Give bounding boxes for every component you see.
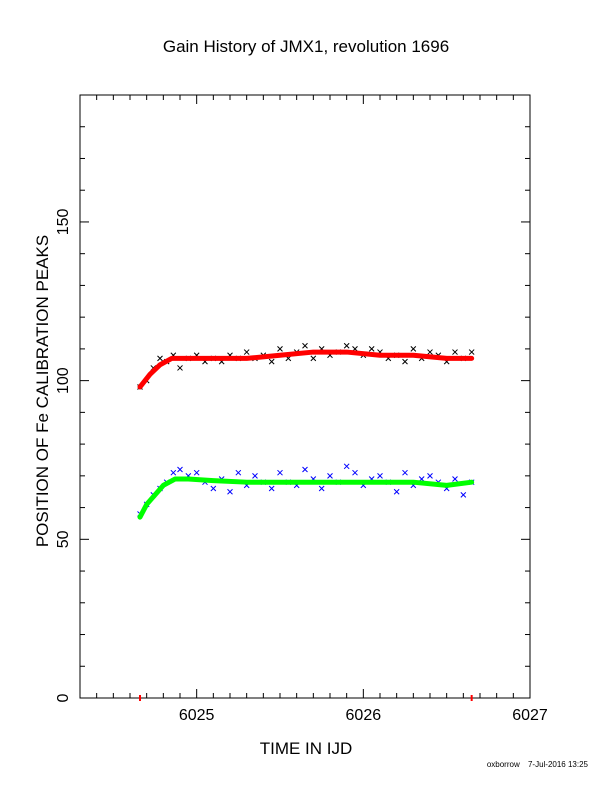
data-point [343, 463, 350, 470]
data-point [402, 358, 408, 365]
data-point [177, 466, 183, 473]
data-point [352, 469, 358, 476]
data-point [427, 472, 433, 479]
data-point [427, 349, 433, 355]
footer-user: oxborrow [486, 760, 520, 769]
fit-line [137, 349, 475, 390]
y-tick-label: 50 [55, 530, 72, 548]
y-tick-label: 150 [55, 209, 72, 236]
data-point [302, 342, 308, 349]
y-tick-label: 100 [55, 367, 72, 394]
data-point [343, 342, 350, 349]
data-point [193, 469, 200, 476]
x-axis-label: TIME IN IJD [259, 739, 353, 758]
data-point [277, 469, 283, 476]
data-point [452, 476, 458, 482]
x-tick-label: 6025 [179, 707, 215, 724]
footer-timestamp: 7-Jul-2016 13:25 [527, 760, 588, 769]
fit-line [137, 476, 475, 520]
data-point [268, 485, 275, 492]
data-point [243, 349, 250, 355]
data-point [368, 346, 375, 352]
x-tick-label: 6026 [346, 707, 382, 724]
data-point [468, 349, 475, 355]
y-tick-label: 0 [55, 693, 72, 702]
y-axis-label: POSITION OF Fe CALIBRATION PEAKS [33, 234, 52, 548]
data-point [170, 469, 177, 476]
chart-title: Gain History of JMX1, revolution 1696 [162, 37, 450, 56]
data-point [302, 466, 308, 473]
data-point [252, 472, 258, 479]
data-point [227, 488, 233, 495]
data-point [177, 365, 183, 371]
data-point [393, 488, 400, 495]
data-point [310, 355, 317, 362]
data-point [268, 358, 275, 365]
data-point [452, 349, 458, 355]
data-point [157, 355, 163, 362]
plot-frame [79, 94, 531, 699]
footer: oxborrow 7-Jul-2016 13:25 [481, 760, 588, 769]
data-point [327, 472, 333, 479]
data-point [377, 472, 383, 479]
data-point [277, 346, 283, 352]
data-point [318, 485, 325, 492]
data-point [235, 469, 242, 476]
data-point [210, 485, 217, 492]
x-tick-label: 6027 [512, 707, 548, 724]
data-point [402, 469, 408, 476]
data-point [460, 492, 467, 498]
data-point [410, 346, 417, 352]
